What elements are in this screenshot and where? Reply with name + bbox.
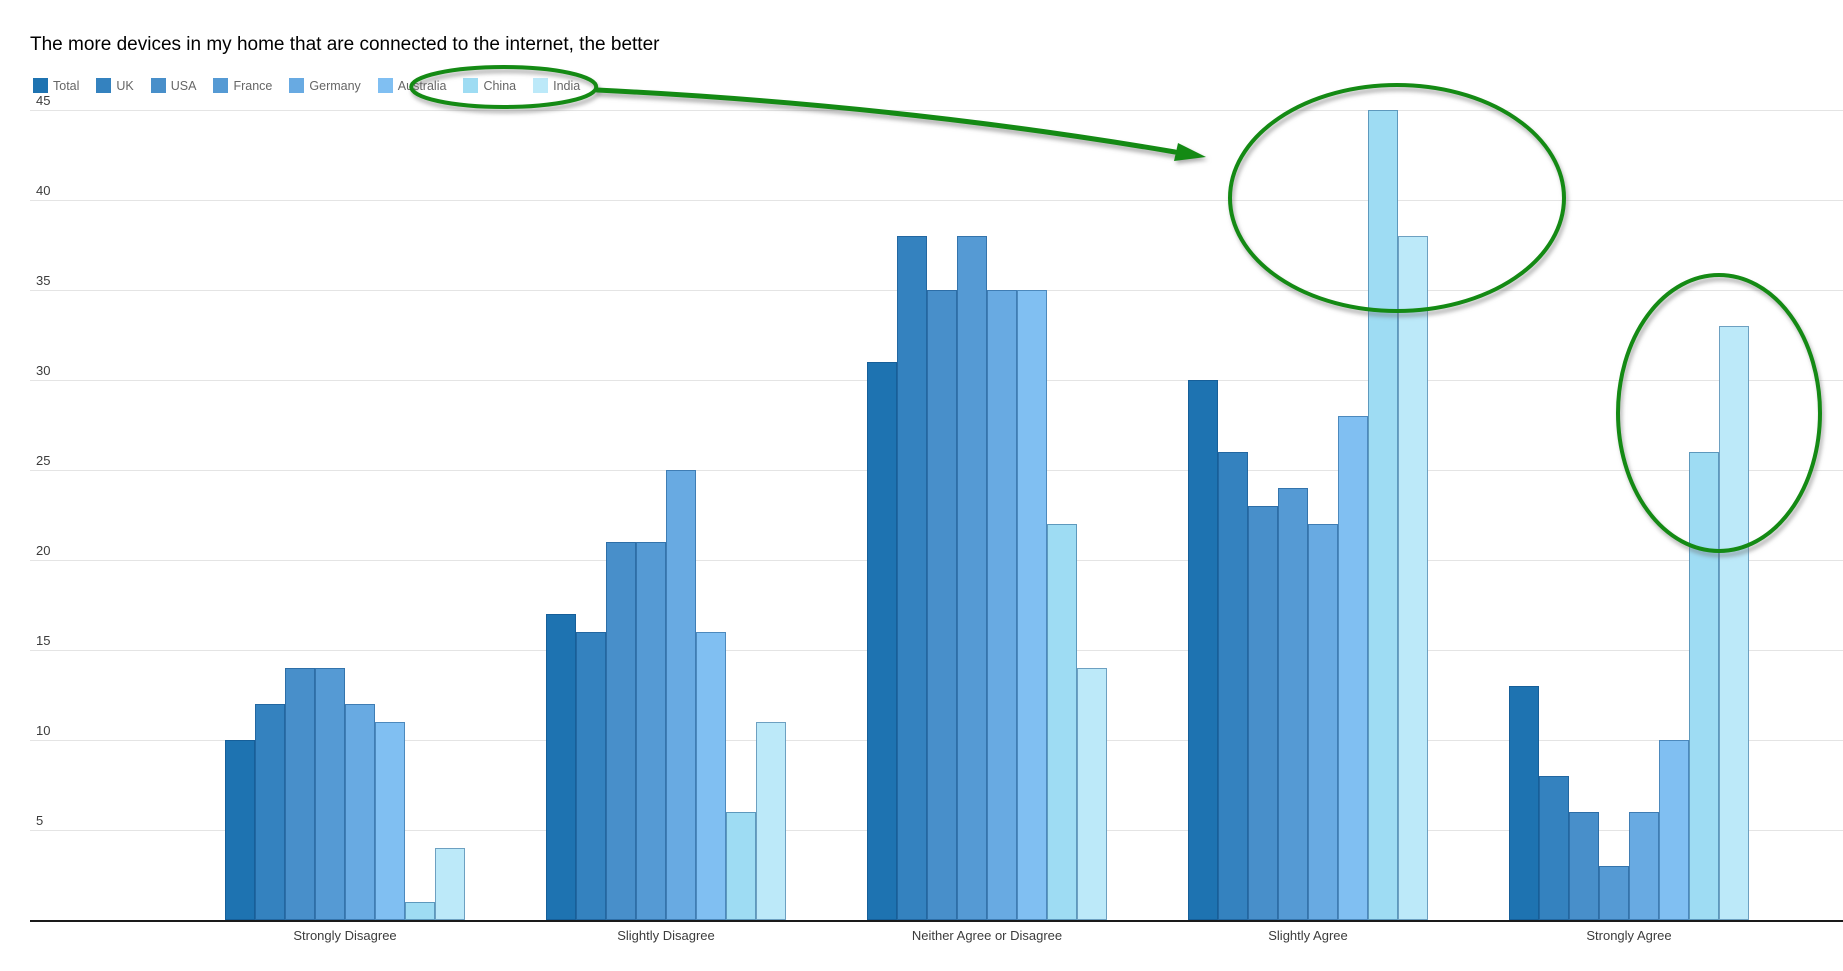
bar-slightly-agree-total — [1188, 380, 1218, 920]
bar-slightly-disagree-uk — [576, 632, 606, 920]
legend-label-total: Total — [53, 78, 80, 93]
x-axis-line — [30, 920, 1843, 922]
bar-strongly-agree-uk — [1539, 776, 1569, 920]
bar-neither-agree-or-disagree-usa — [927, 290, 957, 920]
legend-label-germany: Germany — [309, 78, 361, 93]
legend-swatch-icon-total — [33, 78, 48, 93]
legend-item-usa: USA — [150, 78, 197, 93]
bar-slightly-disagree-france — [636, 542, 666, 920]
bar-strongly-agree-france — [1599, 866, 1629, 920]
y-axis-label-20: 20 — [36, 543, 51, 558]
bar-slightly-disagree-india — [756, 722, 786, 920]
x-axis-label-slightly-agree: Slightly Agree — [1268, 928, 1348, 943]
bar-slightly-disagree-usa — [606, 542, 636, 920]
legend-swatch-icon-germany — [289, 78, 305, 93]
legend-label-usa: USA — [170, 78, 197, 93]
bar-slightly-agree-china — [1368, 110, 1398, 920]
bar-neither-agree-or-disagree-germany — [987, 290, 1017, 920]
legend-item-germany: Germany — [289, 78, 361, 93]
bar-slightly-agree-france — [1278, 488, 1308, 920]
bar-strongly-agree-total — [1509, 686, 1539, 920]
bar-slightly-disagree-germany — [666, 470, 696, 920]
bar-slightly-agree-uk — [1218, 452, 1248, 920]
y-axis-label-10: 10 — [36, 723, 51, 738]
bar-strongly-disagree-total — [225, 740, 255, 920]
bar-strongly-disagree-china — [405, 902, 435, 920]
bar-strongly-agree-germany — [1629, 812, 1659, 920]
bar-strongly-disagree-india — [435, 848, 465, 920]
chart-title: The more devices in my home that are con… — [30, 34, 660, 55]
x-axis-label-strongly-disagree: Strongly Disagree — [293, 928, 397, 943]
legend-item-france: France — [213, 78, 272, 93]
bar-strongly-disagree-germany — [345, 704, 375, 920]
x-axis-label-slightly-disagree: Slightly Disagree — [617, 928, 715, 943]
legend-swatch-icon-australia — [377, 78, 393, 93]
y-axis-label-40: 40 — [36, 183, 51, 198]
y-axis-label-45: 45 — [36, 93, 51, 108]
bar-strongly-agree-china — [1689, 452, 1719, 920]
bar-slightly-agree-australia — [1338, 416, 1368, 920]
bar-neither-agree-or-disagree-india — [1077, 668, 1107, 920]
legend-swatch-icon-france — [213, 78, 229, 93]
bar-strongly-agree-australia — [1659, 740, 1689, 920]
bar-strongly-disagree-uk — [255, 704, 285, 920]
bar-strongly-disagree-australia — [375, 722, 405, 920]
legend-label-uk: UK — [116, 78, 134, 93]
bar-strongly-agree-india — [1719, 326, 1749, 920]
bar-slightly-disagree-total — [546, 614, 576, 920]
bar-strongly-disagree-usa — [285, 668, 315, 920]
legend-item-uk: UK — [96, 78, 134, 93]
bar-neither-agree-or-disagree-china — [1047, 524, 1077, 920]
bar-slightly-disagree-china — [726, 812, 756, 920]
y-axis-label-25: 25 — [36, 453, 51, 468]
bar-strongly-disagree-france — [315, 668, 345, 920]
x-axis-label-neither-agree-or-disagree: Neither Agree or Disagree — [911, 928, 1063, 943]
x-axis-label-strongly-agree: Strongly Agree — [1586, 928, 1672, 943]
bar-slightly-agree-usa — [1248, 506, 1278, 920]
y-axis-label-30: 30 — [36, 363, 51, 378]
bar-neither-agree-or-disagree-france — [957, 236, 987, 920]
bar-slightly-agree-germany — [1308, 524, 1338, 920]
bar-slightly-agree-india — [1398, 236, 1428, 920]
legend-swatch-icon-uk — [96, 78, 112, 93]
legend-label-france: France — [233, 78, 273, 93]
y-axis-label-35: 35 — [36, 273, 51, 288]
legend-item-total: Total — [33, 78, 79, 93]
y-axis-label-5: 5 — [36, 813, 44, 828]
legend-swatch-icon-usa — [150, 78, 166, 93]
bar-neither-agree-or-disagree-uk — [897, 236, 927, 920]
bar-strongly-agree-usa — [1569, 812, 1599, 920]
gridline-40 — [30, 200, 1843, 201]
bar-neither-agree-or-disagree-australia — [1017, 290, 1047, 920]
bar-neither-agree-or-disagree-total — [867, 362, 897, 920]
bar-slightly-disagree-australia — [696, 632, 726, 920]
gridline-45 — [30, 110, 1843, 111]
y-axis-label-15: 15 — [36, 633, 51, 648]
